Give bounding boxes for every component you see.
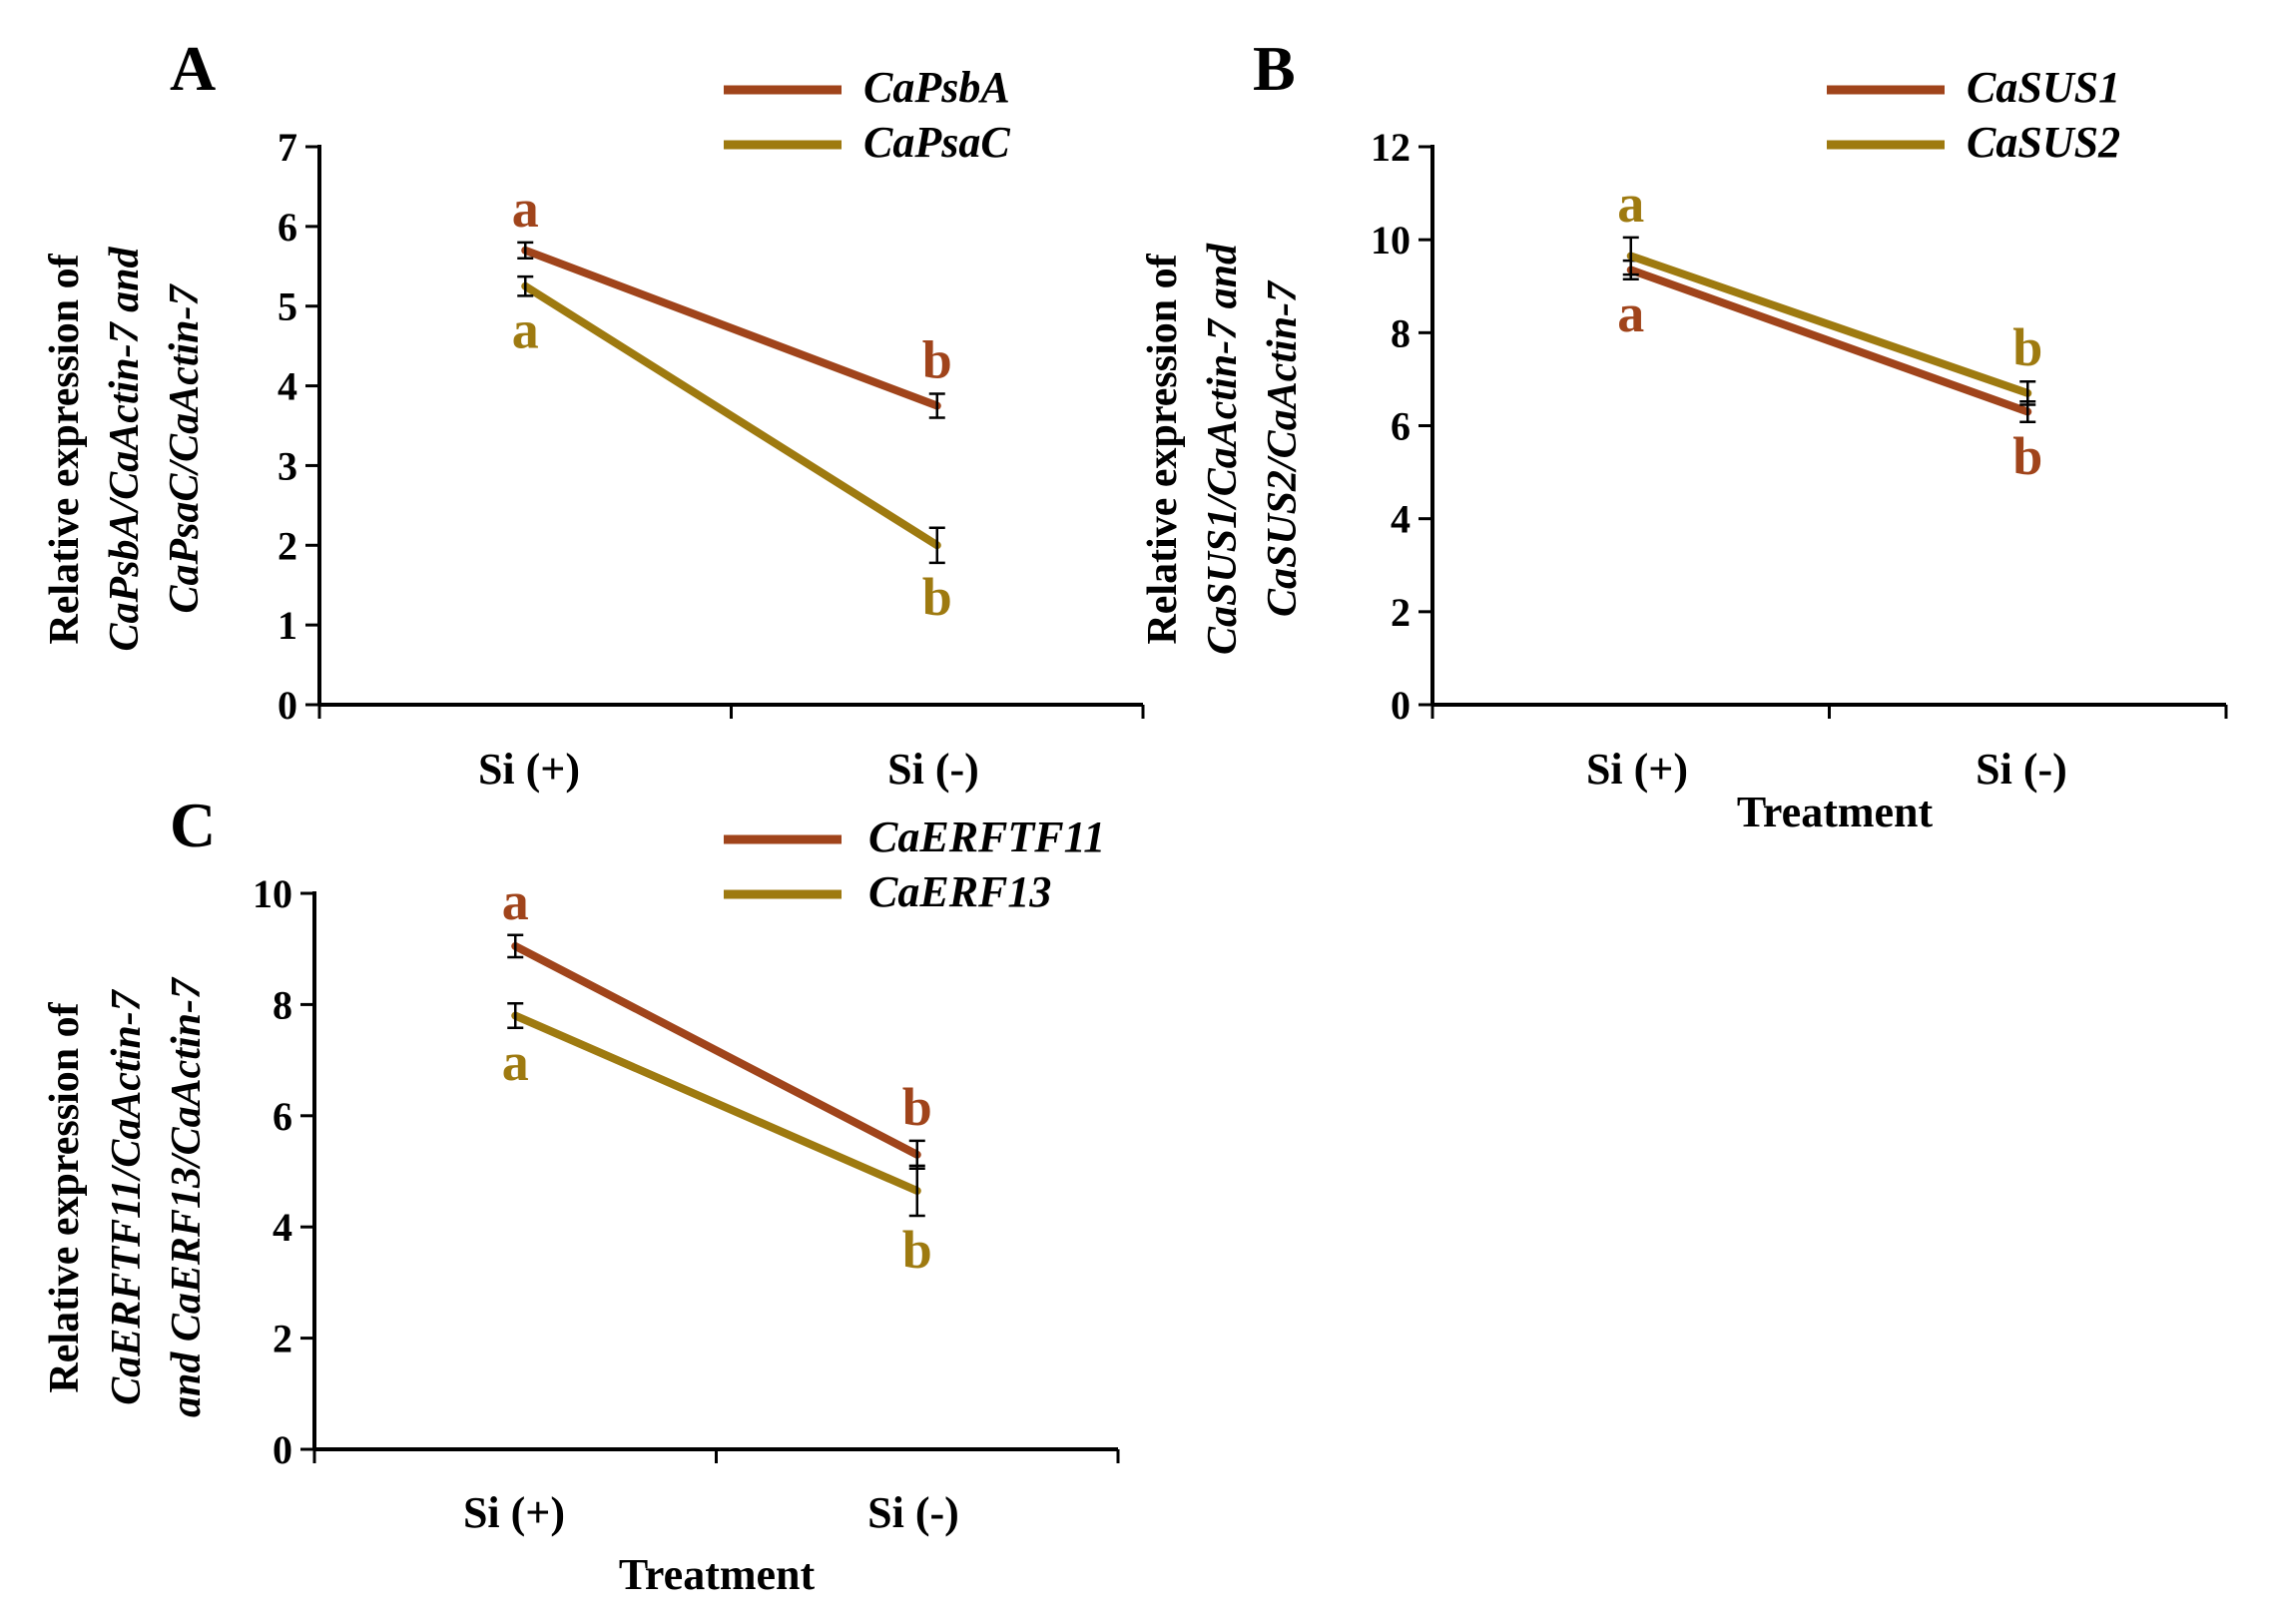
legend-label: CaERF13 [868, 867, 1051, 916]
y-axis-title-part: CaSUS2/CaActin-7 [1260, 279, 1306, 617]
significance-letter: a [502, 1032, 529, 1092]
significance-letter: a [512, 299, 539, 359]
y-tick-label: 4 [1391, 497, 1411, 542]
x-axis-title: Treatment [619, 1550, 816, 1599]
significance-letter: a [502, 871, 529, 931]
x-axis-title: Treatment [1737, 788, 1934, 836]
significance-letter: a [1617, 174, 1644, 234]
y-axis-title-line3: CaSUS2/CaActin-7 [1260, 279, 1306, 617]
y-axis-title-line3: CaPsaC/CaActin-7 [162, 282, 208, 613]
series-line [1626, 252, 2032, 397]
x-category-label: Si (-) [1976, 745, 2067, 794]
y-axis-title-line1: Relative expression of [42, 1001, 88, 1392]
series-line [511, 1011, 921, 1195]
significance-letter: b [2012, 426, 2042, 486]
y-axis-title-part: CaERF13/CaActin-7 [164, 976, 210, 1353]
panel-letter: A [170, 33, 216, 104]
panel-letter: B [1253, 33, 1296, 104]
significance-letter: a [1617, 283, 1644, 343]
y-tick-label: 5 [278, 284, 297, 329]
y-axis-title-line1: Relative expression of [42, 253, 88, 644]
y-axis-title-line2: CaPsbA/CaActin-7 and [102, 247, 148, 652]
y-tick-label: 0 [1391, 683, 1411, 728]
y-axis-title-part: CaSUS1/CaActin-7 and [1200, 243, 1246, 655]
y-axis-title-part: CaPsbA/CaActin-7 and [102, 247, 148, 652]
significance-letter: a [512, 179, 539, 239]
y-tick-label: 7 [278, 125, 297, 170]
y-tick-label: 2 [278, 523, 297, 568]
series-line [511, 941, 921, 1159]
significance-letter: b [922, 567, 952, 627]
x-category-label: Si (-) [887, 745, 979, 794]
y-axis-title-part: CaERFTF11/CaActin-7 [104, 988, 150, 1404]
y-tick-label: 6 [1391, 404, 1411, 449]
y-axis-title-part: and [164, 1352, 210, 1417]
series-line [521, 281, 941, 550]
y-tick-label: 6 [273, 1094, 292, 1139]
y-tick-label: 6 [278, 205, 297, 250]
legend-label: CaERFTF11 [868, 812, 1105, 861]
chart-panel-a: A 0 1 2 3 4 5 6 7 Si (+) Si (-) Relative expression… [42, 33, 1145, 794]
y-tick-label: 8 [273, 982, 292, 1027]
y-tick-label: 4 [278, 364, 297, 409]
series-line [1626, 266, 2032, 416]
y-tick-label: 2 [273, 1317, 292, 1361]
y-axis-title-part: CaPsaC/CaActin-7 [162, 282, 208, 613]
significance-letter: b [902, 1077, 932, 1137]
x-category-label: Si (+) [463, 1488, 565, 1537]
legend-label: CaSUS2 [1967, 118, 2120, 167]
y-tick-label: 10 [1371, 218, 1411, 263]
x-category-label: Si (+) [478, 745, 580, 794]
legend-label: CaPsaC [863, 118, 1010, 167]
y-tick-label: 1 [278, 603, 297, 648]
y-tick-label: 8 [1391, 310, 1411, 355]
y-axis-title-line3: and CaERF13/CaActin-7 [164, 976, 210, 1417]
series-line [521, 246, 941, 410]
y-tick-label: 10 [253, 871, 292, 916]
legend-label: CaPsbA [863, 63, 1010, 112]
significance-letter: b [2012, 317, 2042, 377]
y-axis-title-line1: Relative expression of [1140, 253, 1186, 644]
chart-panel-c: C 0 2 4 6 8 10 Si (+) Si (-) Treatment Relative ex… [42, 790, 1120, 1599]
legend-label: CaSUS1 [1967, 63, 2120, 112]
significance-letter: b [922, 330, 952, 390]
y-tick-label: 2 [1391, 590, 1411, 635]
y-axis-title-line2: CaERFTF11/CaActin-7 [104, 988, 150, 1404]
x-category-label: Si (+) [1586, 745, 1688, 794]
y-tick-label: 4 [273, 1205, 292, 1250]
x-category-label: Si (-) [867, 1488, 959, 1537]
y-tick-label: 0 [278, 683, 297, 728]
chart-panel-b: B 0 2 4 6 8 10 12 Si (+) Si (-) Treatment Relative … [1140, 33, 2228, 836]
y-tick-label: 3 [278, 443, 297, 488]
significance-letter: b [902, 1220, 932, 1280]
panel-letter: C [170, 790, 216, 860]
y-tick-label: 12 [1371, 125, 1411, 170]
y-axis-title-line2: CaSUS1/CaActin-7 and [1200, 243, 1246, 655]
y-tick-label: 0 [273, 1427, 292, 1472]
